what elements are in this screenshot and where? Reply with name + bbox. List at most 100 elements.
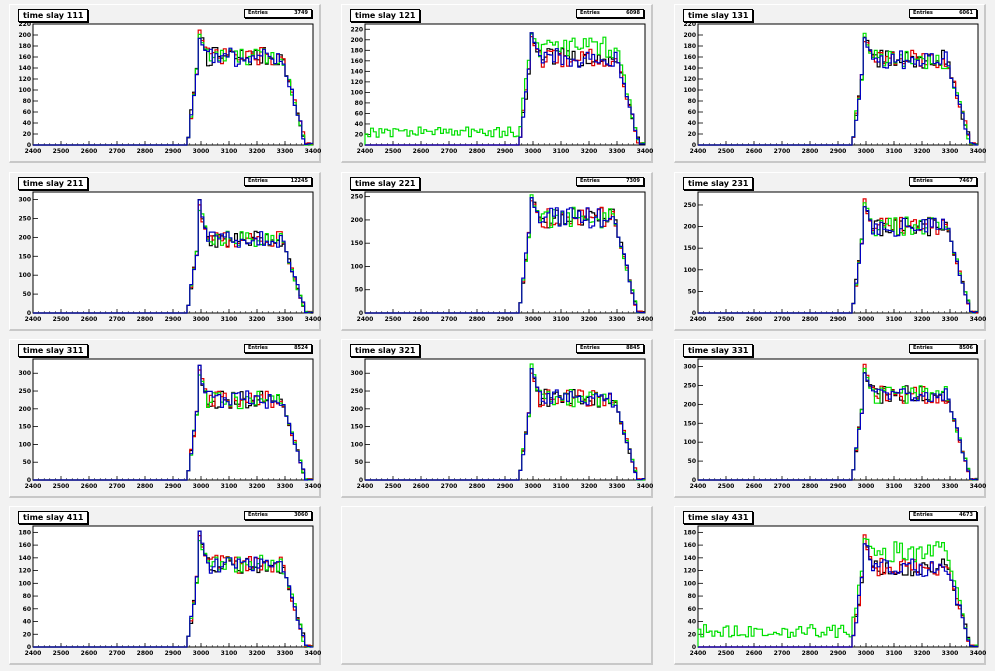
x-tick-label: 3400 bbox=[970, 650, 987, 657]
x-tick-label: 3400 bbox=[637, 316, 654, 323]
x-tick-label: 2700 bbox=[109, 650, 126, 657]
y-tick-label: 40 bbox=[688, 619, 696, 626]
histogram-plot: 2400 2500 2600 2700 2800 2900 3000 3100 3200 3300… bbox=[350, 23, 653, 155]
pad-title: time slay 321 bbox=[350, 344, 421, 357]
y-tick-label: 40 bbox=[23, 619, 31, 626]
plot-frame bbox=[32, 23, 314, 146]
series-line bbox=[365, 197, 645, 314]
pad-title: time slay 331 bbox=[683, 344, 754, 357]
y-tick-label: 250 bbox=[683, 202, 696, 209]
x-tick-label: 3200 bbox=[249, 650, 266, 657]
stats-box: Entries 4673 bbox=[909, 511, 977, 520]
entries-value: 8845 bbox=[626, 345, 640, 351]
x-tick-label: 3300 bbox=[277, 148, 294, 155]
x-tick-label: 3300 bbox=[609, 483, 626, 490]
histogram-pad-5: 2400 2500 2600 2700 2800 2900 3000 3100 3200 3300… bbox=[341, 172, 653, 331]
y-tick-label: 140 bbox=[350, 68, 363, 75]
x-tick-label: 2400 bbox=[690, 316, 707, 323]
y-tick-label: 80 bbox=[23, 593, 31, 600]
entries-value: 8506 bbox=[959, 345, 973, 351]
histogram-plot: 2400 2500 2600 2700 2800 2900 3000 3100 3200 3300… bbox=[18, 21, 322, 155]
y-tick-label: 60 bbox=[688, 606, 696, 613]
x-tick-label: 3100 bbox=[221, 483, 238, 490]
x-tick-label: 2800 bbox=[802, 148, 819, 155]
x-tick-label: 3000 bbox=[858, 316, 875, 323]
histogram-pad-8: 2400 2500 2600 2700 2800 2900 3000 3100 3200 3300… bbox=[341, 339, 653, 498]
x-tick-label: 3300 bbox=[277, 483, 294, 490]
y-tick-label: 100 bbox=[683, 439, 696, 446]
plot-frame bbox=[32, 191, 314, 314]
pad-title: time slay 411 bbox=[18, 511, 89, 524]
x-tick-label: 2400 bbox=[690, 148, 707, 155]
x-tick-label: 3000 bbox=[193, 650, 210, 657]
entries-value: 6061 bbox=[959, 10, 973, 16]
stats-box: Entries 8524 bbox=[244, 344, 312, 353]
y-tick-label: 0 bbox=[27, 310, 31, 317]
y-tick-label: 0 bbox=[27, 644, 31, 651]
y-tick-label: 20 bbox=[355, 131, 363, 138]
x-tick-label: 3300 bbox=[942, 483, 959, 490]
y-tick-label: 80 bbox=[23, 98, 31, 105]
y-tick-label: 250 bbox=[350, 388, 363, 395]
series-line bbox=[698, 206, 978, 314]
y-tick-label: 120 bbox=[683, 568, 696, 575]
x-tick-label: 2500 bbox=[718, 483, 735, 490]
y-tick-label: 160 bbox=[18, 54, 31, 61]
y-tick-label: 40 bbox=[355, 121, 363, 128]
x-tick-label: 2600 bbox=[413, 316, 430, 323]
stats-box: Entries 3060 bbox=[244, 511, 312, 520]
x-tick-label: 3100 bbox=[221, 316, 238, 323]
histogram-plot: 2400 2500 2600 2700 2800 2900 3000 3100 3200 3300… bbox=[18, 525, 321, 657]
histogram-pad-4: 2400 2500 2600 2700 2800 2900 3000 3100 3200 3300… bbox=[9, 172, 321, 331]
stats-label: Entries bbox=[913, 512, 933, 518]
stats-box: Entries 12245 bbox=[244, 177, 312, 186]
y-tick-label: 180 bbox=[683, 529, 696, 536]
x-tick-label: 3300 bbox=[942, 316, 959, 323]
stats-box: Entries 3749 bbox=[244, 9, 312, 18]
y-tick-label: 80 bbox=[355, 100, 363, 107]
x-tick-label: 3000 bbox=[858, 483, 875, 490]
x-tick-label: 2900 bbox=[165, 316, 182, 323]
plot-frame bbox=[697, 23, 979, 146]
y-tick-label: 180 bbox=[18, 43, 31, 50]
x-tick-label: 3200 bbox=[914, 148, 931, 155]
y-tick-label: 300 bbox=[350, 370, 363, 377]
x-tick-label: 2500 bbox=[385, 148, 402, 155]
x-tick-label: 2600 bbox=[81, 650, 98, 657]
x-tick-label: 2500 bbox=[718, 148, 735, 155]
x-tick-label: 2600 bbox=[81, 483, 98, 490]
y-tick-label: 250 bbox=[18, 215, 31, 222]
x-tick-label: 3400 bbox=[305, 148, 322, 155]
x-tick-label: 2900 bbox=[830, 483, 847, 490]
y-tick-label: 50 bbox=[355, 287, 363, 294]
y-tick-label: 120 bbox=[683, 76, 696, 83]
y-tick-label: 220 bbox=[18, 21, 31, 28]
x-tick-label: 2400 bbox=[25, 316, 42, 323]
x-tick-label: 3300 bbox=[942, 148, 959, 155]
x-tick-label: 2700 bbox=[774, 650, 791, 657]
y-tick-label: 20 bbox=[23, 631, 31, 638]
y-tick-label: 120 bbox=[18, 568, 31, 575]
plot-frame bbox=[32, 358, 314, 481]
entries-value: 7467 bbox=[959, 178, 973, 184]
stats-label: Entries bbox=[913, 10, 933, 16]
series-line bbox=[33, 530, 313, 648]
x-tick-label: 3000 bbox=[193, 148, 210, 155]
y-tick-label: 100 bbox=[18, 87, 31, 94]
pad-title: time slay 231 bbox=[683, 177, 754, 190]
series-line bbox=[365, 368, 645, 481]
x-tick-label: 3000 bbox=[525, 148, 542, 155]
y-tick-label: 0 bbox=[692, 644, 696, 651]
x-tick-label: 3400 bbox=[305, 483, 322, 490]
y-tick-label: 80 bbox=[688, 98, 696, 105]
series-line bbox=[698, 543, 978, 648]
y-tick-label: 20 bbox=[688, 631, 696, 638]
x-tick-label: 3000 bbox=[193, 483, 210, 490]
series-line bbox=[365, 32, 645, 146]
x-tick-label: 2600 bbox=[746, 316, 763, 323]
entries-value: 3749 bbox=[294, 10, 308, 16]
x-tick-label: 3300 bbox=[609, 316, 626, 323]
x-tick-label: 3200 bbox=[914, 483, 931, 490]
histogram-plot: 2400 2500 2600 2700 2800 2900 3000 3100 3200 3300… bbox=[350, 358, 653, 490]
x-tick-label: 3300 bbox=[277, 316, 294, 323]
